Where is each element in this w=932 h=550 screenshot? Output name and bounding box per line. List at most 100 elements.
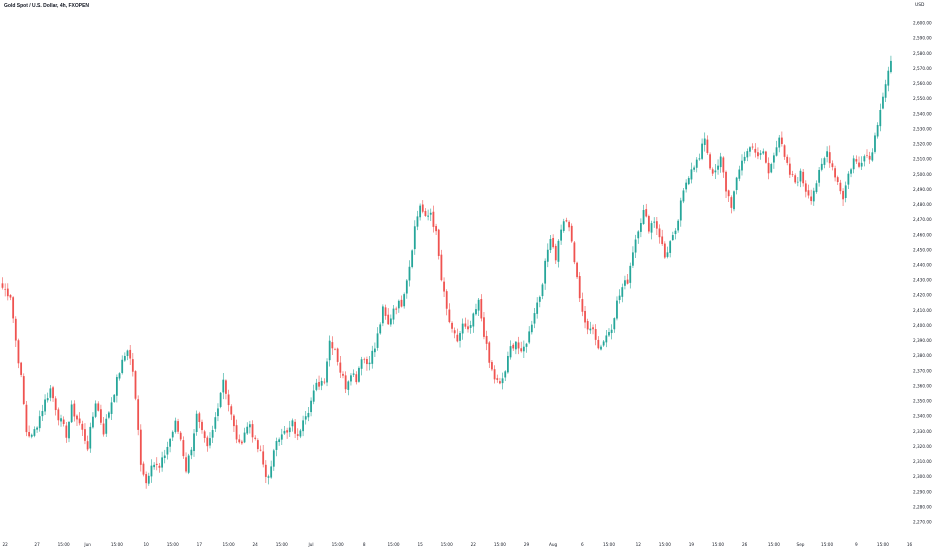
candle xyxy=(796,181,799,183)
y-tick-label: 2,340.00 xyxy=(913,414,932,419)
candle xyxy=(92,416,94,428)
x-tick-label: 8 xyxy=(363,542,366,547)
candle xyxy=(179,432,182,440)
x-tick-label: 17 xyxy=(197,542,203,547)
x-tick-label: 26 xyxy=(742,542,748,547)
x-tick-label: 15:00 xyxy=(223,542,235,547)
candle xyxy=(594,329,597,340)
x-tick-label: 15:00 xyxy=(821,542,833,547)
y-tick-label: 2,440.00 xyxy=(913,263,932,268)
candle xyxy=(844,185,847,198)
candle xyxy=(671,235,674,241)
y-tick-label: 2,290.00 xyxy=(913,489,932,494)
candle xyxy=(134,371,137,399)
candle xyxy=(38,416,41,429)
candle xyxy=(339,362,342,373)
candle xyxy=(586,321,589,330)
candle xyxy=(126,350,129,356)
candle xyxy=(661,236,664,244)
candle xyxy=(187,455,190,473)
candle xyxy=(709,154,711,169)
candle xyxy=(139,429,142,465)
candle xyxy=(429,212,432,215)
candle xyxy=(530,324,533,333)
candle xyxy=(698,158,701,160)
candle xyxy=(475,309,477,315)
candle xyxy=(499,381,501,384)
candle xyxy=(600,346,602,350)
candle xyxy=(315,382,318,390)
candle xyxy=(610,329,613,334)
candle xyxy=(241,441,243,444)
candle xyxy=(4,289,7,290)
candle xyxy=(17,340,20,364)
candle xyxy=(565,220,568,222)
candle xyxy=(469,325,472,328)
y-tick-label: 2,460.00 xyxy=(913,232,932,237)
candle xyxy=(264,464,267,477)
x-tick-label: 15:00 xyxy=(111,542,123,547)
candle xyxy=(33,429,36,436)
y-tick-label: 2,560.00 xyxy=(913,81,932,86)
candle xyxy=(206,437,209,447)
candle xyxy=(528,331,531,343)
candle xyxy=(695,159,698,168)
candle xyxy=(722,157,725,173)
candle xyxy=(22,376,25,405)
candle xyxy=(775,147,778,156)
candle xyxy=(110,402,113,414)
candle xyxy=(786,156,789,163)
price-axis: USD 2,600.00 2,590.00 2,580.00 2,570.00 2,560… xyxy=(913,2,932,525)
candle xyxy=(304,416,307,420)
candle xyxy=(741,160,743,171)
candle xyxy=(355,374,358,383)
candle xyxy=(1,283,4,288)
candle xyxy=(118,373,121,379)
candle xyxy=(147,475,150,484)
candle xyxy=(653,221,656,223)
candle xyxy=(512,344,515,349)
x-tick-label: Sep xyxy=(797,542,805,547)
x-tick-label: 9 xyxy=(855,542,858,547)
candle xyxy=(201,421,203,431)
candle xyxy=(647,216,650,232)
candle xyxy=(131,359,134,372)
x-tick-label: Aug xyxy=(549,542,558,547)
candle xyxy=(618,295,621,300)
candle xyxy=(336,348,339,362)
candle xyxy=(9,294,12,298)
candle xyxy=(538,296,541,302)
candle xyxy=(762,151,765,154)
y-tick-label: 2,400.00 xyxy=(913,323,932,328)
candle xyxy=(890,60,892,73)
candle xyxy=(211,430,214,438)
y-tick-label: 2,570.00 xyxy=(913,66,932,71)
candle xyxy=(655,221,658,229)
candle xyxy=(501,378,504,384)
x-tick-label: 15:00 xyxy=(712,542,724,547)
candle xyxy=(145,474,148,484)
candle xyxy=(171,431,174,438)
candle xyxy=(14,318,17,341)
candle xyxy=(823,158,826,165)
candle xyxy=(504,371,507,378)
candle xyxy=(882,96,884,109)
candle xyxy=(472,313,475,327)
candle xyxy=(477,299,480,311)
candle xyxy=(102,423,105,435)
x-tick-label: 15:00 xyxy=(441,542,453,547)
candle xyxy=(163,455,166,459)
candle xyxy=(142,463,145,475)
candle xyxy=(78,418,81,424)
candle xyxy=(589,328,592,331)
candle xyxy=(376,333,379,348)
candle xyxy=(687,178,690,185)
candle xyxy=(554,245,557,261)
candle xyxy=(770,164,773,173)
y-tick-label: 2,380.00 xyxy=(913,353,932,358)
candle xyxy=(350,375,352,382)
y-tick-label: 2,300.00 xyxy=(913,474,932,479)
candle xyxy=(735,177,738,191)
candle xyxy=(307,412,310,418)
